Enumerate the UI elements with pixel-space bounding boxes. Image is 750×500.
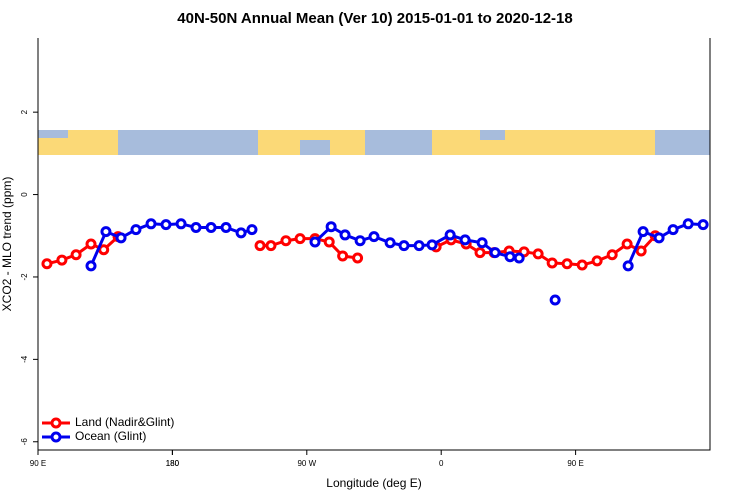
x-tick-label: 90 E: [567, 459, 583, 468]
point: [489, 247, 501, 259]
chart-title: 40N-50N Annual Mean (Ver 10) 2015-01-01 …: [177, 10, 572, 27]
point: [591, 255, 603, 267]
point: [145, 218, 157, 230]
point: [549, 294, 561, 306]
map-strip: [38, 130, 710, 155]
point: [205, 222, 217, 234]
legend-marker: [50, 417, 62, 429]
point: [576, 259, 588, 271]
point: [254, 240, 266, 252]
x-tick-label: 90 W: [297, 459, 316, 468]
y-tick-label: -6: [20, 438, 29, 446]
x-tick-label: 180: [166, 459, 180, 468]
point: [337, 250, 349, 262]
x-tick-label: 180: [166, 459, 180, 468]
point: [323, 236, 335, 248]
point: [130, 224, 142, 236]
point: [398, 240, 410, 252]
point: [476, 237, 488, 249]
point: [70, 249, 82, 261]
x-tick-label: 0: [439, 459, 444, 468]
point: [41, 258, 53, 270]
point: [513, 252, 525, 264]
point: [325, 221, 337, 233]
y-tick-label: -2: [20, 273, 29, 281]
point: [546, 257, 558, 269]
point: [160, 219, 172, 231]
point: [682, 218, 694, 230]
point: [265, 240, 277, 252]
point: [85, 260, 97, 272]
point: [459, 234, 471, 246]
plot-frame: [37, 38, 711, 451]
point: [280, 235, 292, 247]
point: [444, 229, 456, 241]
point: [474, 247, 486, 259]
x-axis-label: Longitude (deg E): [326, 476, 421, 490]
y-tick-label: 0: [20, 192, 29, 197]
point: [635, 245, 647, 257]
y-tick-label: -4: [20, 355, 29, 363]
point: [190, 222, 202, 234]
point: [667, 224, 679, 236]
point: [622, 260, 634, 272]
point: [561, 258, 573, 270]
point: [220, 222, 232, 234]
point: [85, 238, 97, 250]
point: [532, 248, 544, 260]
point: [352, 252, 364, 264]
legend-label: Land (Nadir&Glint): [75, 415, 174, 429]
point: [56, 254, 68, 266]
point: [606, 249, 618, 261]
point: [354, 235, 366, 247]
point: [368, 231, 380, 243]
point: [413, 240, 425, 252]
y-tick-label: 2: [20, 109, 29, 114]
legend-marker: [50, 431, 62, 443]
point: [697, 219, 709, 231]
legend-label: Ocean (Glint): [75, 429, 146, 443]
x-tick-label: 90 E: [30, 459, 46, 468]
y-axis-label: XCO2 - MLO trend (ppm): [0, 177, 14, 312]
point: [621, 238, 633, 250]
point: [115, 232, 127, 244]
point: [98, 244, 110, 256]
point: [175, 218, 187, 230]
point: [294, 233, 306, 245]
point: [504, 251, 516, 263]
point: [384, 237, 396, 249]
point: [235, 227, 247, 239]
point: [426, 239, 438, 251]
point: [653, 232, 665, 244]
point: [246, 224, 258, 236]
point: [100, 226, 112, 238]
point: [339, 229, 351, 241]
point: [637, 226, 649, 238]
point: [309, 236, 321, 248]
